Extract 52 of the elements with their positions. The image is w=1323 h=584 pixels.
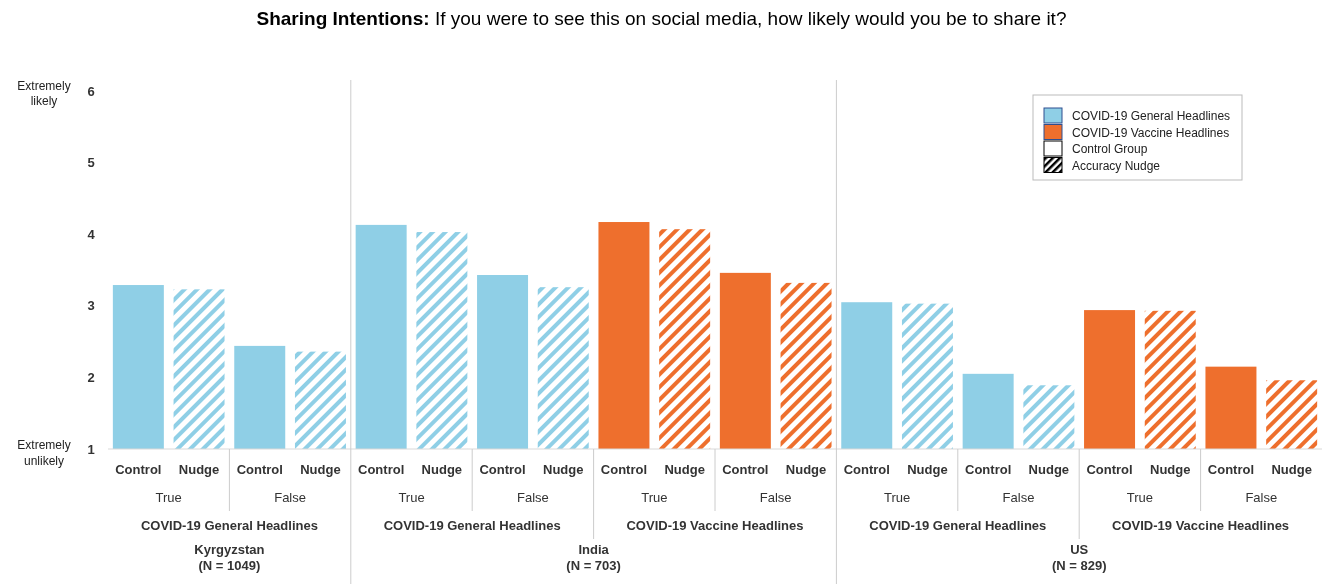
y-tick-label: 2 — [87, 369, 95, 385]
text: True — [1126, 489, 1154, 505]
y-tick-label: 3 — [87, 298, 95, 314]
x-tick-label: Nudge — [300, 461, 341, 477]
x-tick-label: Nudge — [907, 461, 948, 477]
text: True — [883, 489, 911, 505]
x-tick-label: Nudge — [421, 461, 463, 477]
chart-title: Sharing Intentions: — [256, 8, 430, 29]
x-tick-label: Control — [722, 461, 769, 477]
text: True — [398, 489, 425, 505]
y-tick-label: 1 — [87, 441, 95, 457]
text: India (N = 703) — [566, 541, 621, 573]
x-tick-label: Nudge — [543, 461, 584, 477]
text: COVID-19 General Headlines — [140, 517, 318, 533]
text: False — [1002, 489, 1035, 505]
text: False — [1245, 489, 1278, 505]
y-tick-label: 6 — [87, 83, 95, 99]
text: Extremely likely — [17, 78, 71, 109]
x-tick-label: Nudge — [1028, 461, 1070, 477]
text: COVID-19 General Headlines — [869, 517, 1047, 533]
legend-label: COVID-19 General Headlines — [1072, 109, 1231, 124]
text: False — [759, 489, 792, 505]
text: False — [274, 489, 306, 505]
text: Extremely unlikely — [17, 438, 71, 468]
text: False — [517, 489, 549, 505]
text: US (N = 829) — [1051, 541, 1107, 573]
text: COVID-19 General Headlines — [383, 517, 561, 533]
x-tick-label: Nudge — [178, 461, 220, 477]
text: COVID-19 Vaccine Headlines — [1112, 517, 1290, 533]
x-tick-label: Control — [1207, 461, 1255, 477]
y-tick-label: 5 — [87, 155, 95, 171]
x-tick-label: Control — [236, 461, 283, 477]
text: Kyrgyzstan (N = 1049) — [194, 541, 265, 573]
text: COVID-19 Vaccine Headlines — [626, 517, 804, 533]
x-tick-label: Control — [1086, 461, 1133, 477]
chart-subtitle: If you were to see this on social media, how likely would you be to share it? — [429, 8, 1067, 29]
x-tick-label: Control — [115, 461, 162, 477]
y-tick-label: 4 — [87, 226, 96, 242]
x-tick-label: Nudge — [1271, 461, 1312, 477]
x-tick-label: Control — [843, 461, 890, 477]
annotation: Accuracy Nudge — [1072, 158, 1161, 173]
x-tick-label: Control — [965, 461, 1012, 477]
text: True — [155, 489, 182, 505]
x-tick-label: Nudge — [1150, 461, 1191, 477]
annotation: Control Group — [1072, 142, 1148, 157]
x-tick-label: Control — [600, 461, 648, 477]
legend-label: COVID-19 Vaccine Headlines — [1072, 125, 1230, 140]
x-tick-label: Nudge — [785, 461, 827, 477]
x-tick-label: Nudge — [664, 461, 705, 477]
text: True — [641, 489, 668, 505]
x-tick-label: Control — [358, 461, 405, 477]
x-tick-label: Control — [479, 461, 526, 477]
